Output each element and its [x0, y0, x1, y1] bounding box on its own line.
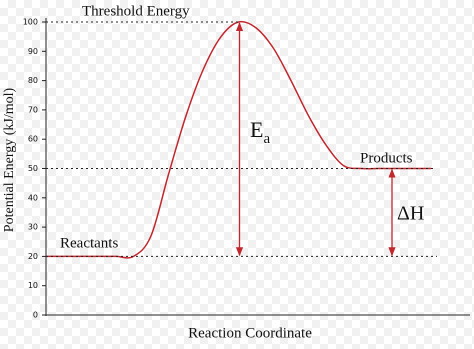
y-tick-label: 90: [28, 47, 38, 56]
x-axis-label: Reaction Coordinate: [188, 325, 312, 341]
y-tick-label: 10: [28, 281, 38, 290]
y-tick-label: 80: [28, 76, 38, 85]
y-tick-label: 100: [23, 18, 38, 27]
y-tick-label: 60: [28, 135, 38, 144]
activation-symbol: E: [250, 117, 263, 142]
y-tick-label: 0: [33, 311, 38, 320]
y-tick-label: 50: [28, 164, 38, 173]
energy-curve: [45, 20, 431, 259]
activation-subscript: a: [263, 131, 270, 147]
y-axis-label: Potential Energy (kJ/mol): [2, 87, 17, 232]
enthalpy-label: ΔH: [397, 203, 424, 225]
reactants-label: Reactants: [60, 235, 118, 251]
y-tick-label: 20: [28, 252, 38, 261]
y-tick-label: 40: [28, 193, 38, 202]
products-label: Products: [360, 150, 413, 166]
y-tick-label: 30: [28, 223, 38, 232]
activation-label: Ea: [250, 117, 270, 147]
y-tick-label: 70: [28, 105, 38, 114]
threshold-label: Threshold Energy: [82, 3, 190, 19]
